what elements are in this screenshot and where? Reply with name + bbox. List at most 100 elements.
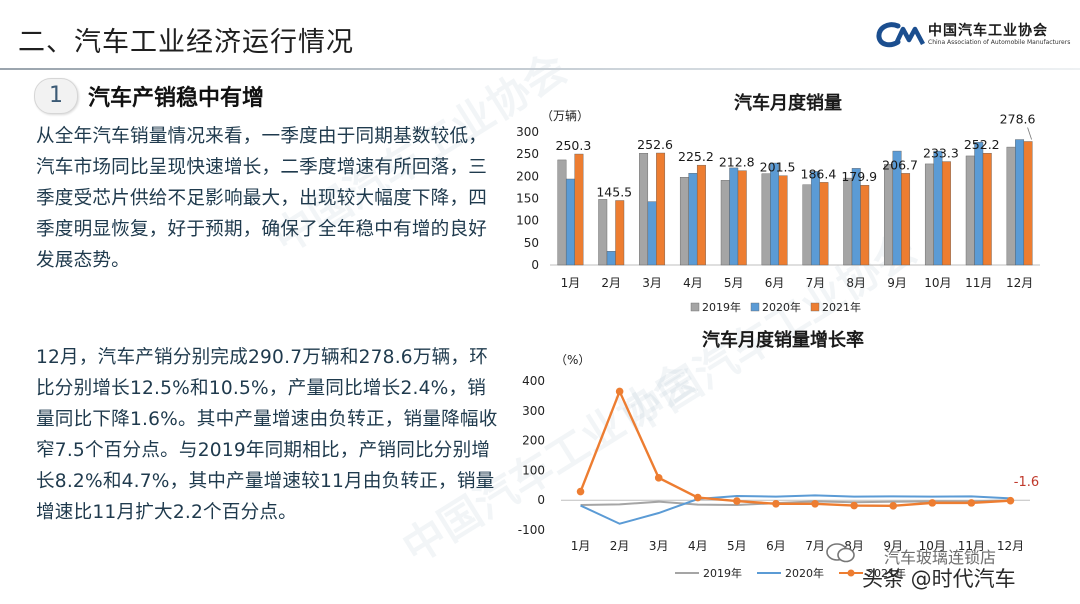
data-label: 225.2 — [678, 149, 714, 164]
legend-marker — [847, 569, 855, 577]
line-point-2021年-10月 — [928, 499, 937, 507]
legend-label: 2019年 — [702, 300, 741, 314]
y-tick-label: 300 — [522, 404, 545, 418]
bar-2020年-10月 — [933, 150, 943, 266]
source-watermark: 汽车玻璃连锁店 头条 @时代汽车 — [826, 530, 1076, 600]
x-tick-label: 3月 — [642, 276, 662, 290]
y-tick-label: -100 — [518, 523, 545, 537]
legend-swatch-2020年 — [750, 302, 760, 312]
x-tick-label: 7月 — [805, 539, 825, 553]
x-tick-label: 1月 — [571, 539, 591, 553]
x-tick-label: 5月 — [727, 539, 747, 553]
bar-2021年-1月 — [574, 153, 584, 266]
bar-2019年-2月 — [598, 199, 608, 266]
bar-2019年-11月 — [965, 155, 975, 266]
y-tick-label: 250 — [516, 147, 539, 161]
bar-2019年-9月 — [884, 164, 894, 266]
x-tick-label: 12月 — [1006, 276, 1033, 290]
line-series-2020年 — [580, 494, 1011, 525]
bar-2021年-7月 — [819, 182, 829, 266]
line-point-2021年-3月 — [654, 474, 663, 482]
y-axis-unit-label: （万辆） — [541, 109, 589, 123]
data-label: 179.9 — [841, 169, 877, 184]
bar-2019年-4月 — [679, 177, 689, 266]
x-tick-label: 6月 — [766, 539, 786, 553]
line-point-2021年-2月 — [615, 387, 624, 396]
bar-2019年-3月 — [639, 153, 649, 266]
caam-logo-icon — [876, 22, 925, 48]
legend-swatch-2019年 — [690, 302, 700, 312]
body-paragraph-1: 从全年汽车销量情况来看，一季度由于同期基数较低，汽车市场同比呈现快速增长，二季度… — [36, 126, 488, 271]
x-tick-label: 2月 — [610, 539, 630, 553]
chart-title: 汽车月度销量 — [734, 92, 842, 114]
bar-2021年-11月 — [982, 152, 992, 266]
line-point-2021年-9月 — [889, 502, 898, 510]
x-tick-label: 10月 — [919, 539, 946, 553]
line-point-2021年-8月 — [850, 501, 858, 510]
data-label: 252.2 — [964, 137, 1000, 152]
bar-2020年-4月 — [688, 173, 698, 266]
data-label: 233.3 — [923, 146, 959, 161]
chart-title: 汽车月度销量增长率 — [702, 329, 864, 351]
y-tick-label: 0 — [537, 493, 545, 507]
x-tick-label: 11月 — [958, 539, 985, 553]
bar-2019年-10月 — [924, 163, 934, 266]
bar-2020年-3月 — [647, 201, 657, 266]
line-point-2021年-6月 — [772, 499, 780, 508]
bar-2021年-2月 — [615, 200, 625, 266]
bar-2020年-5月 — [729, 167, 739, 266]
line-point-2021年-12月 — [1006, 496, 1015, 505]
bar-2019年-7月 — [802, 184, 812, 266]
legend-label: 2020年 — [785, 566, 824, 580]
y-axis-unit-label: （%） — [555, 353, 590, 367]
data-label: 186.4 — [801, 166, 837, 181]
x-tick-label: 4月 — [688, 539, 708, 553]
x-tick-label: 8月 — [846, 276, 866, 290]
data-label: 201.5 — [760, 160, 796, 175]
bar-2020年-12月 — [1015, 139, 1025, 266]
bar-2019年-12月 — [1006, 146, 1016, 266]
y-tick-label: 100 — [516, 214, 539, 228]
body-paragraph-2: 12月，汽车产销分别完成290.7万辆和278.6万辆，环比分别增长12.5%和… — [36, 347, 498, 523]
x-tick-label: 10月 — [924, 276, 951, 290]
monthly-sales-bar-chart: 汽车月度销量 （万辆） 0 50 100 150 200 250 300 250.3 1月 145… — [516, 92, 1040, 314]
wechat-icon — [826, 543, 855, 563]
y-tick-label: 300 — [516, 125, 539, 139]
bar-2020年-2月 — [606, 251, 616, 266]
line-point-2021年-1月 — [576, 487, 585, 496]
data-label: 212.8 — [719, 155, 755, 170]
x-tick-label: 7月 — [806, 276, 826, 290]
x-tick-label: 3月 — [649, 539, 669, 553]
bar-2021年-4月 — [696, 164, 706, 266]
y-tick-label: 200 — [522, 434, 545, 448]
data-label-leader — [1027, 127, 1032, 140]
org-logo: 中国汽车工业协会 China Association of Automobile… — [876, 20, 1072, 54]
x-tick-label: 6月 — [765, 276, 785, 290]
bar-2019年-5月 — [720, 180, 730, 266]
header-divider — [0, 68, 1080, 70]
bar-2021年-9月 — [901, 173, 911, 266]
line-point-2021年-4月 — [693, 493, 702, 502]
y-tick-label: 0 — [531, 258, 539, 272]
bar-2019年-8月 — [843, 177, 853, 266]
x-tick-label: 1月 — [561, 276, 581, 290]
y-tick-label: 50 — [524, 236, 539, 250]
y-tick-label: 400 — [522, 374, 545, 388]
bar-2019年-6月 — [761, 173, 771, 266]
bar-2021年-3月 — [656, 152, 666, 266]
data-label: 250.3 — [556, 138, 592, 153]
y-tick-label: 150 — [516, 192, 539, 206]
line-point-2021年-5月 — [733, 497, 741, 505]
bar-2020年-11月 — [974, 141, 984, 266]
bar-2020年-7月 — [810, 171, 820, 266]
line-point-2021年-7月 — [811, 499, 819, 508]
data-label: 206.7 — [882, 157, 918, 172]
end-value-label: -1.6 — [1014, 475, 1039, 490]
y-tick-label: 200 — [516, 169, 539, 183]
line-series-2021年 — [579, 388, 1011, 508]
logo-english-name: China Association of Automobile Manufact… — [928, 39, 1071, 46]
section-title: 汽车产销稳中有增 — [88, 86, 265, 111]
y-tick-label: 100 — [522, 463, 545, 477]
data-label: 145.5 — [596, 184, 632, 199]
x-tick-label: 9月 — [887, 276, 907, 290]
